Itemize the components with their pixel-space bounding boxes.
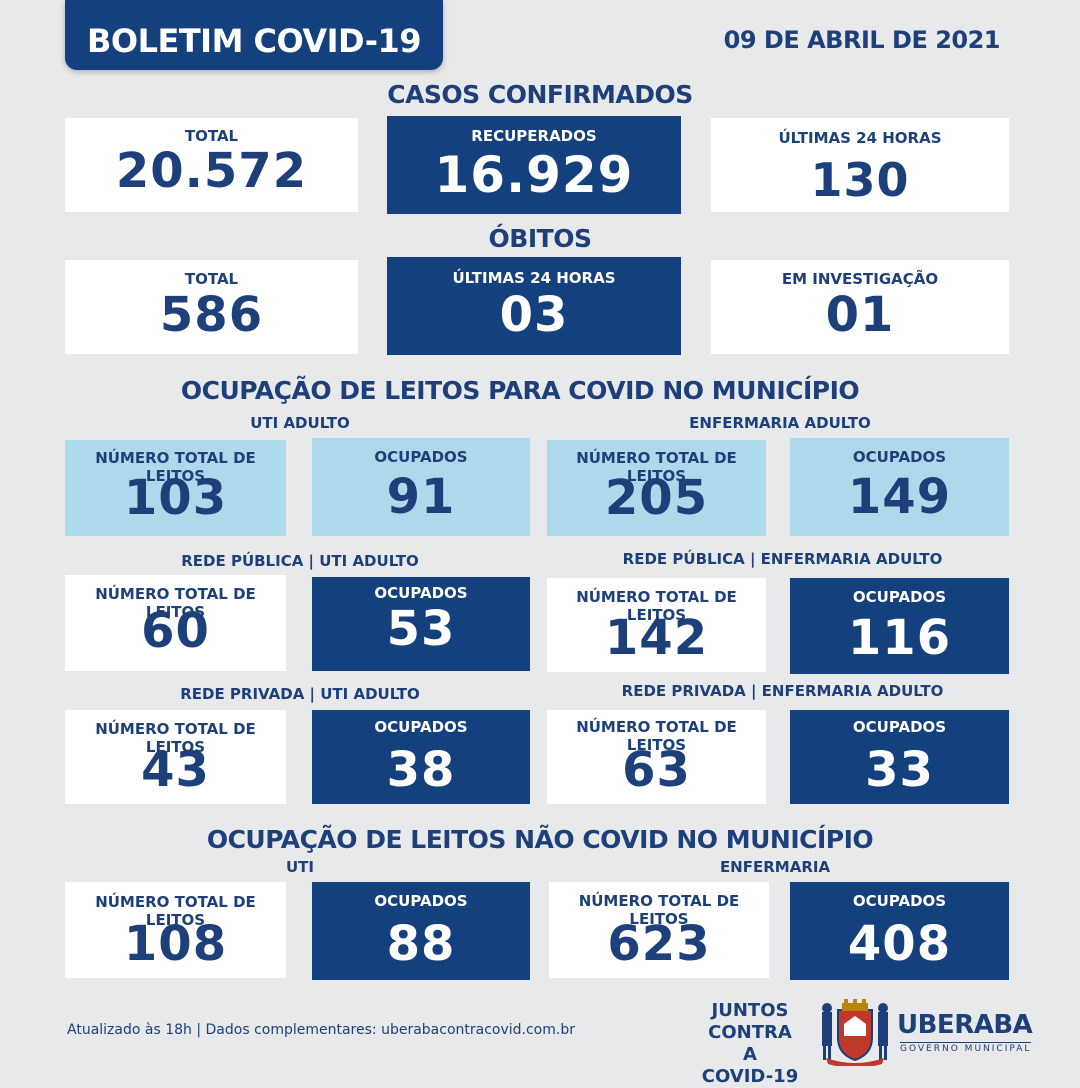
obitos-ultimas-label: ÚLTIMAS 24 HORAS [452,269,616,287]
publica-enf-total-card: NÚMERO TOTAL DE LEITOS 142 [547,578,766,672]
obitos-ultimas-card: ÚLTIMAS 24 HORAS 03 [387,257,681,355]
non-covid-enfermaria-total-card: NÚMERO TOTAL DE LEITOS 623 [549,882,769,978]
publica-enf-total-value: 142 [604,610,709,666]
privada-uti-total-label: NÚMERO TOTAL DE LEITOS [95,720,256,756]
enfermaria-adulto-total-value: 205 [604,470,709,526]
privada-uti-ocupados-card: OCUPADOS 38 [312,710,530,804]
publica-uti-label: REDE PÚBLICA | UTI ADULTO [181,552,419,570]
non-covid-enfermaria-total-label: NÚMERO TOTAL DE LEITOS [578,892,740,928]
non-covid-uti-ocupados-value: 88 [386,916,456,972]
publica-enf-label: REDE PÚBLICA | ENFERMARIA ADULTO [622,550,943,568]
publica-enf-ocupados-label: OCUPADOS [852,588,947,606]
obitos-total-label: TOTAL [184,270,239,288]
privada-enf-total-label: NÚMERO TOTAL DE LEITOS [576,718,737,754]
privada-uti-ocupados-value: 38 [386,742,456,798]
obitos-investigacao-label: EM INVESTIGAÇÃO [781,270,939,288]
uti-adulto-total-value: 103 [123,470,228,526]
privada-enf-ocupados-value: 33 [865,742,934,798]
publica-uti-ocupados-card: OCUPADOS 53 [312,577,530,671]
page-title: BOLETIM COVID-19 [86,22,422,60]
enfermaria-adulto-label: ENFERMARIA ADULTO [689,414,871,432]
city-subtitle: GOVERNO MUNICIPAL [900,1042,1032,1054]
casos-recuperados-value: 16.929 [434,146,634,204]
enfermaria-adulto-ocupados-value: 149 [847,469,952,525]
uti-adulto-total-label: NÚMERO TOTAL DE LEITOS [95,449,256,485]
enfermaria-adulto-ocupados-label: OCUPADOS [852,448,947,466]
non-covid-uti-label: UTI [286,858,314,876]
uti-adulto-ocupados-value: 91 [386,469,456,525]
footer-note: Atualizado às 18h | Dados complementares… [67,1022,575,1038]
city-name: UBERABA [897,1010,1033,1040]
casos-total-value: 20.572 [115,143,308,199]
enfermaria-adulto-ocupados-card: OCUPADOS 149 [790,438,1009,536]
casos-ultimas-value: 130 [810,153,910,207]
casos-section-title: CASOS CONFIRMADOS [387,80,693,109]
privada-enf-label: REDE PRIVADA | ENFERMARIA ADULTO [621,682,944,700]
covid-beds-section-title: OCUPAÇÃO DE LEITOS PARA COVID NO MUNICÍP… [180,376,860,405]
privada-uti-total-value: 43 [141,742,210,798]
city-crest-icon [820,998,890,1068]
non-covid-beds-section-title: OCUPAÇÃO DE LEITOS NÃO COVID NO MUNICÍPI… [206,825,874,854]
privada-enf-total-card: NÚMERO TOTAL DE LEITOS 63 [547,710,766,804]
privada-uti-ocupados-label: OCUPADOS [374,718,468,736]
non-covid-uti-total-value: 108 [123,916,228,972]
obitos-investigacao-card: EM INVESTIGAÇÃO 01 [711,260,1009,354]
privada-uti-total-card: NÚMERO TOTAL DE LEITOS 43 [65,710,286,804]
non-covid-uti-total-card: NÚMERO TOTAL DE LEITOS 108 [65,882,286,978]
non-covid-enfermaria-ocupados-value: 408 [847,916,952,972]
privada-uti-label: REDE PRIVADA | UTI ADULTO [180,685,420,703]
privada-enf-total-value: 63 [622,742,691,798]
casos-ultimas-label: ÚLTIMAS 24 HORAS [778,129,942,147]
publica-uti-ocupados-value: 53 [386,601,456,657]
non-covid-uti-total-label: NÚMERO TOTAL DE LEITOS [95,893,256,929]
casos-recuperados-label: RECUPERADOS [471,127,597,145]
casos-ultimas-card: ÚLTIMAS 24 HORAS 130 [711,118,1009,212]
non-covid-uti-ocupados-card: OCUPADOS 88 [312,882,530,980]
casos-recuperados-card: RECUPERADOS 16.929 [387,116,681,214]
non-covid-enfermaria-label: ENFERMARIA [719,858,831,876]
juntos-line-2: CONTRA A [708,1022,792,1065]
uti-adulto-ocupados-label: OCUPADOS [374,448,468,466]
casos-total-label: TOTAL [184,127,239,145]
obitos-total-value: 586 [159,287,264,343]
non-covid-enfermaria-ocupados-card: OCUPADOS 408 [790,882,1009,980]
privada-enf-ocupados-card: OCUPADOS 33 [790,710,1009,804]
non-covid-uti-ocupados-label: OCUPADOS [374,892,468,910]
publica-uti-total-label: NÚMERO TOTAL DE LEITOS [95,585,256,621]
publica-enf-ocupados-card: OCUPADOS 116 [790,578,1009,674]
juntos-line-3: COVID-19 [701,1066,799,1087]
obitos-section-title: ÓBITOS [488,224,592,253]
juntos-contra-covid-logo: JUNTOS CONTRA A COVID-19 [700,1000,800,1088]
header-title-box: BOLETIM COVID-19 [65,0,443,70]
obitos-investigacao-value: 01 [825,287,895,343]
publica-enf-total-label: NÚMERO TOTAL DE LEITOS [576,588,737,624]
uti-adulto-ocupados-card: OCUPADOS 91 [312,438,530,536]
privada-enf-ocupados-label: OCUPADOS [852,718,947,736]
publica-uti-ocupados-label: OCUPADOS [374,584,468,602]
publica-uti-total-card: NÚMERO TOTAL DE LEITOS 60 [65,575,286,671]
uti-adulto-label: UTI ADULTO [250,414,350,432]
enfermaria-adulto-total-card: NÚMERO TOTAL DE LEITOS 205 [547,440,766,536]
obitos-ultimas-value: 03 [499,287,569,343]
non-covid-enfermaria-ocupados-label: OCUPADOS [852,892,947,910]
casos-total-card: TOTAL 20.572 [65,118,358,212]
publica-enf-ocupados-value: 116 [847,610,952,666]
publica-uti-total-value: 60 [141,603,210,659]
obitos-total-card: TOTAL 586 [65,260,358,354]
uti-adulto-total-card: NÚMERO TOTAL DE LEITOS 103 [65,440,286,536]
bulletin-date: 09 DE ABRIL DE 2021 [723,26,1001,54]
non-covid-enfermaria-total-value: 623 [607,916,711,972]
enfermaria-adulto-total-label: NÚMERO TOTAL DE LEITOS [576,449,737,485]
juntos-line-1: JUNTOS [711,1000,789,1021]
